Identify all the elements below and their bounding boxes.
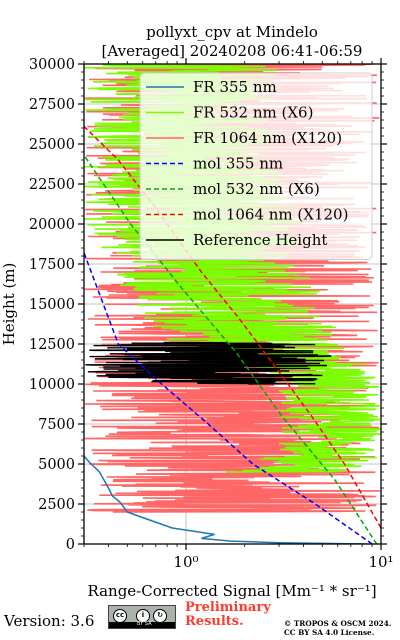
x-axis-label: Range-Corrected Signal [Mm⁻¹ * sr⁻¹] (87, 582, 376, 600)
copyright-line-1: © TROPOS & OSCM 2024. (284, 619, 392, 628)
x-tick-label: 10⁰ (173, 553, 198, 571)
chart-title: pollyxt_cpv at Mindelo (146, 23, 318, 41)
series-mol-1064-line (84, 125, 381, 529)
y-tick-label: 15000 (29, 297, 75, 313)
chart-subtitle: [Averaged] 20240208 06:41-06:59 (102, 42, 363, 60)
preliminary-results-text: Preliminary Results. (185, 601, 271, 629)
y-tick-label: 7500 (38, 417, 75, 433)
y-tick-label: 20000 (29, 217, 75, 233)
axes: 0 2500 5000 7500 10000 12500 15000 17500 20000 22… (29, 57, 394, 571)
y-tick-label: 5000 (38, 457, 75, 473)
legend-label: FR 1064 nm (X120) (193, 129, 342, 147)
y-tick-label: 22500 (29, 177, 75, 193)
cc-icon: cc (113, 609, 127, 623)
legend-label: Reference Height (193, 231, 327, 249)
copyright-text: © TROPOS & OSCM 2024. CC BY SA 4.0 Licen… (284, 619, 391, 637)
y-tick-label: 27500 (29, 97, 75, 113)
cc-label: BY SA (137, 621, 152, 627)
legend-label: FR 532 nm (X6) (193, 104, 313, 122)
cc-license-badge: cc i ↻ BY SA (108, 605, 176, 629)
share-alike-icon: ↻ (153, 609, 167, 623)
y-axis-label: Height (m) (0, 263, 18, 346)
series-fr-355-line (84, 455, 368, 544)
preliminary-line-1: Preliminary (185, 600, 271, 615)
y-tick-label: 25000 (29, 137, 75, 153)
preliminary-line-2: Results. (185, 614, 244, 629)
cc-label-bar: BY SA (109, 621, 175, 628)
series-mol-355-line (84, 252, 373, 544)
legend-label: FR 355 nm (193, 78, 277, 96)
y-tick-label: 0 (66, 537, 75, 553)
legend-label: mol 355 nm (193, 155, 283, 173)
y-tick-label: 30000 (29, 57, 75, 73)
x-tick-label: 10¹ (368, 553, 393, 571)
legend-box (139, 72, 373, 260)
legend: FR 355 nm FR 532 nm (X6) FR 1064 nm (X120)… (139, 72, 373, 260)
legend-label: mol 1064 nm (X120) (193, 206, 348, 224)
legend-label: mol 532 nm (X6) (193, 180, 320, 198)
version-text: Version: 3.6 (4, 612, 95, 630)
y-tick-label: 2500 (38, 497, 75, 513)
copyright-line-2: CC BY SA 4.0 License. (284, 628, 375, 637)
y-tick-label: 10000 (29, 377, 75, 393)
y-tick-label: 12500 (29, 337, 75, 353)
series-mol-532-line (84, 154, 378, 544)
footer: Version: 3.6 cc i ↻ BY SA Preliminary Re… (0, 600, 400, 640)
y-tick-label: 17500 (29, 257, 75, 273)
